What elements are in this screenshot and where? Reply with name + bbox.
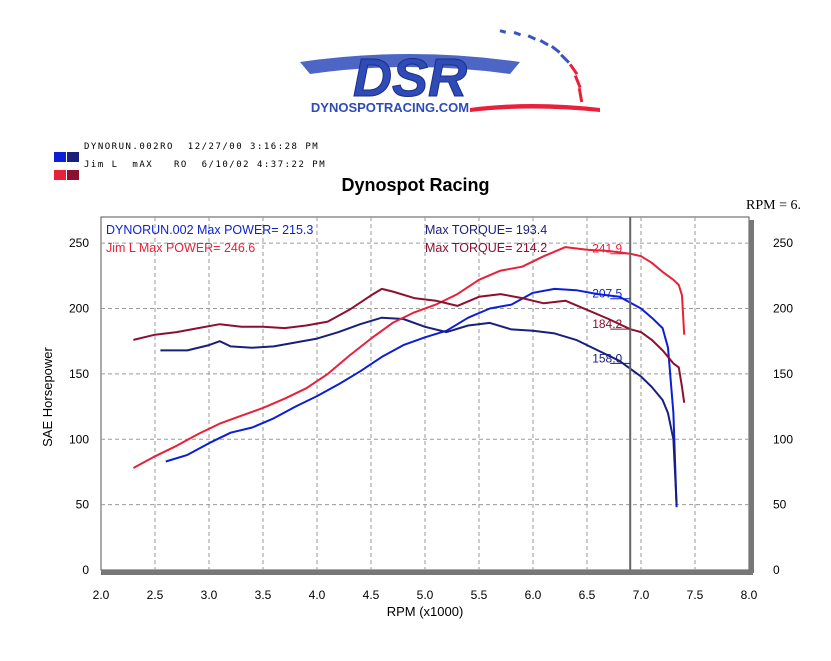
annotation-text: DYNORUN.002 Max POWER= 215.3	[106, 223, 313, 237]
x-tick-label: 4.5	[363, 588, 380, 602]
right-axis-shadow	[749, 220, 754, 573]
plot-frame	[100, 216, 754, 575]
x-tick-label: 7.5	[687, 588, 704, 602]
x-tick-label: 3.0	[201, 588, 218, 602]
logo-sub-text: DYNOSPOTRACING.COM	[311, 100, 469, 115]
series-line-3	[132, 246, 686, 469]
annotation-text: Max TORQUE= 214.2	[425, 241, 547, 255]
legend-row-jim: Jim L mAX RO 6/10/02 4:37:22 PM	[40, 160, 325, 180]
y-tick-label-right: 250	[773, 236, 793, 250]
rpm-cursor: 241.9 207.5 184.2 158.0	[592, 217, 632, 570]
x-tick-label: 8.0	[741, 588, 758, 602]
y-tick-label-right: 0	[773, 563, 780, 577]
series-line-1	[165, 287, 678, 508]
y-tick-label-left: 0	[82, 563, 89, 577]
annotation-text: Max TORQUE= 193.4	[425, 223, 547, 237]
x-tick-label: 5.0	[417, 588, 434, 602]
legend-swatch-torque	[66, 170, 79, 180]
y-tick-label-right: 200	[773, 302, 793, 316]
x-tick-label: 5.5	[471, 588, 488, 602]
logo-main-text: DSR	[353, 48, 467, 108]
grid	[101, 217, 749, 570]
y-tick-label-left: 50	[76, 498, 90, 512]
dsr-logo: DSR DYNOSPOTRACING.COM	[300, 29, 600, 115]
y-tick-label-right: 100	[773, 432, 793, 446]
x-tick-label: 6.0	[525, 588, 542, 602]
x-tick-label: 2.0	[93, 588, 110, 602]
cursor-value-label: 207.5	[592, 287, 622, 301]
y-tick-label-left: 100	[69, 432, 89, 446]
series-lines	[132, 246, 686, 508]
x-tick-label: 3.5	[255, 588, 272, 602]
x-tick-label: 6.5	[579, 588, 596, 602]
x-tick-label: 4.0	[309, 588, 326, 602]
x-axis-shadow	[101, 570, 753, 575]
y-ticks: 0 0 50 50 100 100 150 150 200 200 250 250	[69, 236, 793, 577]
annotation-text: Jim L Max POWER= 246.6	[106, 241, 255, 255]
chart-title: Dynospot Racing	[341, 175, 490, 195]
y-tick-label-right: 150	[773, 367, 793, 381]
series-line-4	[133, 287, 686, 403]
cursor-value-label: 158.0	[592, 351, 622, 365]
legend-label: DYNORUN.002RO 12/27/00 3:16:28 PM	[84, 142, 320, 152]
legend-label: Jim L mAX RO 6/10/02 4:37:22 PM	[84, 160, 327, 170]
legend-swatch-power	[53, 170, 66, 180]
y-tick-label-left: 250	[69, 236, 89, 250]
y-axis-label: SAE Horsepower	[40, 346, 55, 446]
series-line-2	[160, 316, 678, 505]
annotations: DYNORUN.002 Max POWER= 215.3 Max TORQUE= …	[106, 223, 547, 255]
legend-row-dynorun: DYNORUN.002RO 12/27/00 3:16:28 PM	[40, 142, 318, 162]
rpm-readout: RPM = 6.	[746, 198, 801, 213]
y-tick-label-left: 200	[69, 302, 89, 316]
legend-swatch-torque	[66, 152, 79, 162]
y-tick-label-left: 150	[69, 367, 89, 381]
x-axis-label: RPM (x1000)	[387, 604, 464, 619]
cursor-value-label: 241.9	[592, 242, 622, 256]
logo-speed-marks	[499, 29, 584, 103]
x-tick-label: 7.0	[633, 588, 650, 602]
y-tick-label-right: 50	[773, 498, 787, 512]
legend-swatch-power	[53, 152, 66, 162]
x-ticks: 2.0 2.5 3.0 3.5 4.0 4.5 5.0 5.5 6.0 6.5 7.0 7.5 8.0	[93, 588, 758, 602]
cursor-value-label: 184.2	[592, 317, 622, 331]
x-tick-label: 2.5	[147, 588, 164, 602]
